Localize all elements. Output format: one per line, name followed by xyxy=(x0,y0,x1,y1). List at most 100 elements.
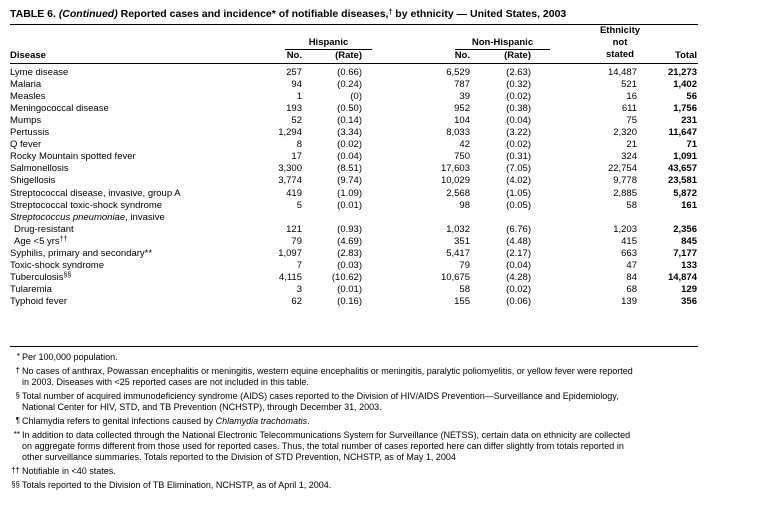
text-run: by ethnicity — United States, 2003 xyxy=(392,8,567,20)
table-cell: 121 xyxy=(286,223,302,235)
table-cell: (6.76) xyxy=(506,223,531,235)
column-header: No. xyxy=(454,50,470,61)
table-cell: (4.48) xyxy=(506,235,531,247)
table-cell: (1.05) xyxy=(506,187,531,199)
footnote-text: In addition to data collected through th… xyxy=(22,430,631,440)
table-title: TABLE 6. (Continued) Reported cases and … xyxy=(10,8,566,20)
superscript: §§ xyxy=(63,271,72,279)
table-cell: 193 xyxy=(286,103,302,115)
table-cell: 10,029 xyxy=(440,175,470,187)
text-run: Chlamydia refers to genital infections c… xyxy=(22,416,216,426)
table-cell: (4.02) xyxy=(506,175,531,187)
table-cell: 161 xyxy=(681,199,697,211)
superscript: †† xyxy=(59,235,68,243)
table-cell: 155 xyxy=(454,295,470,307)
table-cell: 62 xyxy=(291,295,302,307)
table-cell: (0.50) xyxy=(337,103,362,115)
table-cell: (7.05) xyxy=(506,163,531,175)
table-cell: 419 xyxy=(286,187,302,199)
table-cell: (3.34) xyxy=(337,127,362,139)
table-cell: 98 xyxy=(459,199,470,211)
table-cell: 2,885 xyxy=(613,187,637,199)
table-cell: (1.09) xyxy=(337,187,362,199)
italic-run: Chlamydia trachomatis xyxy=(215,416,308,426)
footnote-text: National Center for HIV, STD, and TB Pre… xyxy=(22,402,382,412)
disease-name: Streptococcal toxic-shock syndrome xyxy=(10,199,163,211)
top-rule xyxy=(10,24,698,25)
table-cell: 521 xyxy=(621,79,637,91)
italic-run: (Continued) xyxy=(58,8,118,20)
table-cell: 3 xyxy=(296,283,302,295)
disease-name: Salmonellosis xyxy=(10,163,69,175)
table-cell: (0.03) xyxy=(337,259,362,271)
table-cell: 129 xyxy=(681,283,697,295)
table-cell: 14,487 xyxy=(607,67,637,78)
table-cell: 1,756 xyxy=(673,103,697,115)
table-cell: 75 xyxy=(626,115,637,127)
group-header: Hispanic xyxy=(308,37,349,48)
table-cell: 8 xyxy=(296,139,302,151)
text-run: . xyxy=(307,416,310,426)
footnote-mark: ** xyxy=(13,430,20,439)
disease-name: Lyme disease xyxy=(10,67,69,78)
table-cell: (0.04) xyxy=(506,259,531,271)
table-cell: 6,529 xyxy=(446,67,470,78)
italic-run: Streptococcus pneumoniae xyxy=(10,211,126,223)
table-cell: 58 xyxy=(626,199,637,211)
disease-name: Toxic-shock syndrome xyxy=(10,259,104,271)
table-cell: 52 xyxy=(291,115,302,127)
table-cell: 1,032 xyxy=(446,223,470,235)
column-header: not xyxy=(612,37,628,48)
table-cell: (0) xyxy=(350,91,362,103)
table-cell: (4.28) xyxy=(506,271,531,283)
table-cell: (0.14) xyxy=(337,115,362,127)
table-cell: 324 xyxy=(621,151,637,163)
table-cell: 133 xyxy=(681,259,697,271)
footnote-text: in 2003. Diseases with <25 reported case… xyxy=(22,377,309,387)
table-cell: (0.32) xyxy=(506,79,531,91)
footnote-mark: ¶ xyxy=(15,416,20,425)
table-cell: (2.63) xyxy=(506,67,531,78)
table-cell: 1,203 xyxy=(613,223,637,235)
table-cell: 257 xyxy=(286,67,302,78)
table-cell: 231 xyxy=(681,115,697,127)
table-cell: 23,581 xyxy=(667,175,697,187)
table-cell: (0.38) xyxy=(506,103,531,115)
column-header: Total xyxy=(675,50,697,61)
table-cell: 1,402 xyxy=(673,79,697,91)
table-cell: 14,874 xyxy=(667,271,697,283)
group-rule xyxy=(455,49,550,50)
table-cell: (0.06) xyxy=(506,295,531,307)
table-cell: 16 xyxy=(626,91,637,103)
table-cell: 22,754 xyxy=(607,163,637,175)
text-run: Age <5 yrs xyxy=(14,235,60,247)
table-cell: (0.02) xyxy=(506,139,531,151)
disease-name: Malaria xyxy=(10,79,42,91)
group-header: Non-Hispanic xyxy=(471,37,534,48)
table-cell: 351 xyxy=(454,235,470,247)
table-cell: (0.16) xyxy=(337,295,362,307)
text-run: , invasive xyxy=(125,211,165,223)
disease-name: Drug-resistant xyxy=(14,223,74,235)
disease-name: Measles xyxy=(10,91,46,103)
footnote-text: No cases of anthrax, Powassan encephalit… xyxy=(22,366,633,376)
table-cell: (0.05) xyxy=(506,199,531,211)
disease-name: Shigellosis xyxy=(10,175,56,187)
table-cell: 611 xyxy=(621,103,637,115)
table-cell: 21,273 xyxy=(667,67,697,78)
table-cell: 84 xyxy=(626,271,637,283)
disease-name: Syphilis, primary and secondary** xyxy=(10,247,153,259)
disease-name: Tuberculosis§§ xyxy=(10,272,71,284)
table-cell: 3,774 xyxy=(278,175,302,187)
table-cell: 104 xyxy=(454,115,470,127)
table-cell: 94 xyxy=(291,79,302,91)
table-cell: 42 xyxy=(459,139,470,151)
table-cell: 5,872 xyxy=(673,187,697,199)
table-cell: 43,657 xyxy=(667,163,697,175)
table-cell: (0.04) xyxy=(506,115,531,127)
table-cell: (0.01) xyxy=(337,199,362,211)
table-cell: 1,097 xyxy=(278,247,302,259)
footnote-text: Notifiable in <40 states. xyxy=(22,466,116,476)
table-cell: 47 xyxy=(626,259,637,271)
table-cell: 17 xyxy=(291,151,302,163)
